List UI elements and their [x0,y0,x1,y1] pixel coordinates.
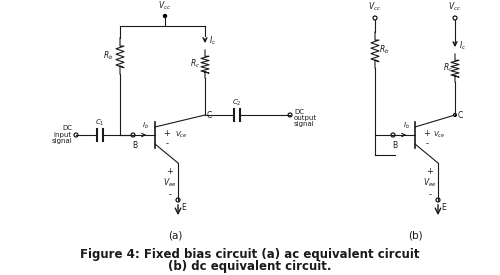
Text: signal: signal [294,121,315,127]
Text: C: C [207,111,212,120]
Text: $V_{ce}$: $V_{ce}$ [433,130,446,140]
Text: $I_c$: $I_c$ [459,40,466,52]
Text: $R_b$: $R_b$ [102,50,113,62]
Text: $I_c$: $I_c$ [209,35,216,47]
Text: E: E [441,203,446,212]
Text: Figure 4: Fixed bias circuit (a) ac equivalent circuit: Figure 4: Fixed bias circuit (a) ac equi… [80,248,420,261]
Text: -: - [428,191,432,199]
Text: DC: DC [294,109,304,115]
Text: -: - [426,139,428,149]
Text: $V_{ee}$: $V_{ee}$ [163,177,177,189]
Text: (b) dc equivalent circuit.: (b) dc equivalent circuit. [168,260,332,273]
Text: (b): (b) [408,230,422,240]
Text: $R_c$: $R_c$ [190,58,200,70]
Text: C: C [458,111,463,120]
Text: E: E [181,203,186,212]
Text: output: output [294,115,317,121]
Text: $V_{ce}$: $V_{ce}$ [175,130,188,140]
Text: $R_b$: $R_b$ [379,44,390,56]
Text: +: + [164,130,170,139]
Text: (a): (a) [168,230,182,240]
Text: -: - [168,191,172,199]
Text: +: + [166,166,173,175]
Text: +: + [426,166,434,175]
Text: $I_b$: $I_b$ [142,121,148,131]
Text: DC: DC [62,125,72,131]
Text: input: input [54,132,72,138]
Circle shape [164,15,166,18]
Text: -: - [166,139,168,149]
Text: $V_{cc}$: $V_{cc}$ [368,1,382,13]
Text: +: + [424,130,430,139]
Text: $I_b$: $I_b$ [402,121,409,131]
Text: $V_{ee}$: $V_{ee}$ [423,177,437,189]
Text: B: B [392,141,398,150]
Text: $C_2$: $C_2$ [232,98,242,108]
Text: $V_{cc}$: $V_{cc}$ [448,1,462,13]
Text: $R_c$: $R_c$ [443,62,453,74]
Text: $V_{cc}$: $V_{cc}$ [158,0,172,12]
Text: $C_1$: $C_1$ [95,118,105,128]
Text: B: B [132,141,138,150]
Text: signal: signal [52,138,72,144]
